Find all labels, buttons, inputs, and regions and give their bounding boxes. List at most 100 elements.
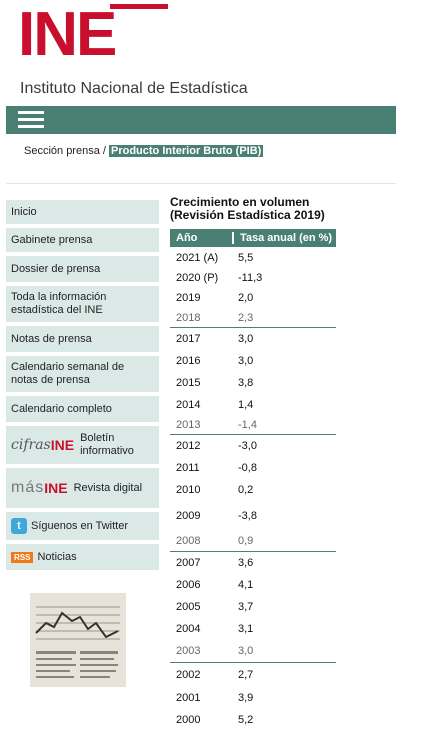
table-row: 2001 3,9 bbox=[170, 687, 336, 709]
year-cell: 2010 bbox=[176, 484, 201, 496]
year-cell: 2018 bbox=[176, 312, 201, 324]
year-cell: 2015 bbox=[176, 377, 201, 389]
rate-cell: 3,8 bbox=[238, 377, 254, 389]
rate-cell: -0,8 bbox=[238, 462, 257, 474]
table-row: 2020 (P) -11,3 bbox=[170, 269, 336, 287]
table-row: 2017 3,0 bbox=[170, 328, 336, 350]
year-cell: 2000 bbox=[176, 714, 201, 726]
rate-cell: 4,1 bbox=[238, 579, 254, 591]
table-row: 2003 3,0 bbox=[170, 640, 336, 663]
rate-cell: 5,2 bbox=[238, 714, 254, 726]
sidebar-item-label: Notas de prensa bbox=[11, 333, 92, 345]
rate-cell: 5,5 bbox=[238, 252, 254, 264]
sidebar-item-twitter[interactable]: t Síguenos en Twitter bbox=[6, 512, 159, 540]
year-cell: 2001 bbox=[176, 692, 201, 704]
sidebar-item-label: Toda la información estadística del INE bbox=[11, 291, 107, 316]
year-cell: 2014 bbox=[176, 399, 201, 411]
table-row: 2014 1,4 bbox=[170, 394, 336, 416]
rate-cell: 1,4 bbox=[238, 399, 254, 411]
table-row: 2000 5,2 bbox=[170, 709, 336, 731]
table-title-line1: Crecimiento en volumen bbox=[170, 195, 310, 209]
rate-cell: 2,0 bbox=[238, 292, 254, 304]
ine-mini-logo: INE bbox=[44, 480, 68, 496]
logo-subtitle: Instituto Nacional de Estadística bbox=[20, 80, 248, 97]
sidebar-item-revista[interactable]: más INE Revista digital bbox=[6, 468, 159, 508]
table-row: 2008 0,9 bbox=[170, 531, 336, 552]
sidebar-item-notas[interactable]: Notas de prensa bbox=[6, 326, 159, 352]
rate-cell: 2,3 bbox=[238, 312, 254, 324]
menu-icon[interactable] bbox=[18, 111, 44, 129]
table-row: 2010 0,2 bbox=[170, 479, 336, 501]
rate-cell: 0,9 bbox=[238, 535, 254, 547]
table-row: 2006 4,1 bbox=[170, 574, 336, 596]
year-cell: 2016 bbox=[176, 355, 201, 367]
year-cell: 2011 bbox=[176, 462, 200, 474]
mas-logo: más bbox=[11, 479, 45, 496]
sidebar-item-dossier[interactable]: Dossier de prensa bbox=[6, 256, 159, 282]
logo-bar bbox=[110, 4, 168, 9]
year-cell: 2006 bbox=[176, 579, 201, 591]
rate-cell: -3,8 bbox=[238, 510, 257, 522]
table-row: 2005 3,7 bbox=[170, 596, 336, 618]
table-row: 2021 (A) 5,5 bbox=[170, 247, 336, 269]
breadcrumb-current: Producto Interior Bruto (PIB) bbox=[109, 145, 264, 157]
sidebar-item-label: Gabinete prensa bbox=[11, 234, 93, 246]
twitter-icon: t bbox=[11, 518, 27, 534]
rate-cell: 3,9 bbox=[238, 692, 254, 704]
rate-cell: -1,4 bbox=[238, 419, 257, 431]
breadcrumb-section[interactable]: Sección prensa bbox=[24, 145, 100, 157]
sidebar-item-rss[interactable]: RSS Noticias bbox=[6, 544, 159, 570]
breadcrumb: Sección prensa / Producto Interior Bruto… bbox=[24, 145, 264, 157]
col-rate-header: Tasa anual (en %) bbox=[232, 232, 336, 244]
rate-cell: 0,2 bbox=[238, 484, 254, 496]
ine-logo[interactable]: INE bbox=[18, 4, 168, 66]
ine-mini-logo: INE bbox=[50, 437, 75, 453]
sidebar-item-gabinete[interactable]: Gabinete prensa bbox=[6, 228, 159, 252]
year-cell: 2008 bbox=[176, 535, 201, 547]
sidebar-item-calendario-completo[interactable]: Calendario completo bbox=[6, 396, 159, 422]
col-year-header: Año bbox=[176, 232, 198, 244]
newspaper-image[interactable] bbox=[30, 593, 126, 687]
rate-cell: -3,0 bbox=[238, 440, 257, 452]
sidebar-item-toda-informacion[interactable]: Toda la información estadística del INE bbox=[6, 286, 159, 322]
table-row: 2018 2,3 bbox=[170, 309, 336, 328]
divider bbox=[6, 183, 396, 184]
table-row: 2016 3,0 bbox=[170, 350, 336, 372]
nav-bar bbox=[6, 106, 396, 134]
rate-cell: 3,1 bbox=[238, 623, 254, 635]
year-cell: 2012 bbox=[176, 440, 201, 452]
year-cell: 2002 bbox=[176, 669, 201, 681]
table-row: 2011 -0,8 bbox=[170, 457, 336, 479]
table-body: 2021 (A) 5,5 2020 (P) -11,3 2019 2,0 2018 2,3 20… bbox=[170, 247, 336, 731]
breadcrumb-separator: / bbox=[99, 145, 109, 157]
year-cell: 2009 bbox=[176, 510, 201, 522]
rate-cell: -11,3 bbox=[238, 272, 263, 284]
sidebar-item-label: Calendario completo bbox=[11, 403, 112, 415]
sidebar-item-boletin[interactable]: cifras INE Boletín informativo bbox=[6, 426, 159, 464]
year-cell: 2005 bbox=[176, 601, 201, 613]
sidebar-item-label: Calendario semanal de notas de prensa bbox=[11, 361, 125, 386]
rss-icon: RSS bbox=[11, 551, 34, 563]
sidebar-item-label: Inicio bbox=[11, 206, 37, 218]
rate-cell: 3,7 bbox=[238, 601, 254, 613]
revista-label: Revista digital bbox=[73, 481, 143, 494]
sidebar-item-calendario-semanal[interactable]: Calendario semanal de notas de prensa bbox=[6, 356, 159, 392]
year-cell: 2019 bbox=[176, 292, 201, 304]
year-cell: 2013 bbox=[176, 419, 201, 431]
table-row: 2004 3,1 bbox=[170, 618, 336, 640]
year-cell: 2003 bbox=[176, 645, 201, 657]
sidebar: Inicio Gabinete prensa Dossier de prensa… bbox=[6, 200, 159, 572]
table-title: Crecimiento en volumen (Revisión Estadís… bbox=[170, 196, 325, 222]
growth-table: Año Tasa anual (en %) 2021 (A) 5,5 2020 (P… bbox=[170, 229, 336, 731]
rate-cell: 2,7 bbox=[238, 669, 254, 681]
table-row: 2007 3,6 bbox=[170, 552, 336, 574]
rate-cell: 3,0 bbox=[238, 333, 254, 345]
table-title-line2: (Revisión Estadística 2019) bbox=[170, 208, 325, 222]
sidebar-item-inicio[interactable]: Inicio bbox=[6, 200, 159, 224]
twitter-label: Síguenos en Twitter bbox=[31, 520, 129, 532]
year-cell: 2017 bbox=[176, 333, 201, 345]
rate-cell: 3,6 bbox=[238, 557, 254, 569]
year-cell: 2004 bbox=[176, 623, 201, 635]
table-header: Año Tasa anual (en %) bbox=[170, 229, 336, 247]
rate-cell: 3,0 bbox=[238, 645, 254, 657]
